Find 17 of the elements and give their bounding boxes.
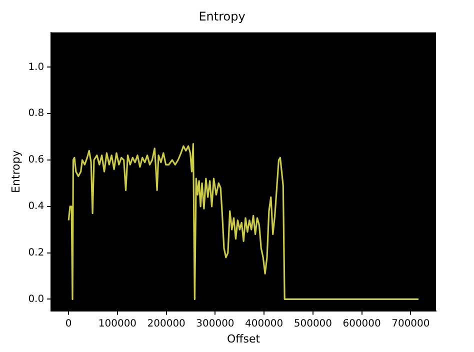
y-tick-label: 0.0 — [28, 294, 44, 305]
x-tick-label: 600000 — [342, 318, 381, 330]
y-tick-label: 0.4 — [28, 200, 44, 212]
y-axis-title: Entropy — [9, 150, 22, 193]
y-tick-label: 1.0 — [28, 62, 44, 73]
y-tick-label: 0.6 — [28, 154, 44, 166]
y-tick-label: 0.2 — [28, 247, 44, 258]
y-tick-label: 0.8 — [28, 108, 44, 120]
x-tick-label: 0 — [65, 318, 72, 330]
x-axis-title: Offset — [227, 332, 261, 346]
x-tick-label: 300000 — [196, 318, 234, 330]
x-tick-label: 200000 — [147, 318, 186, 330]
x-tick-label: 100000 — [98, 318, 137, 330]
x-tick-label: 400000 — [244, 318, 284, 330]
chart-title: Entropy — [198, 9, 246, 24]
x-tick-label: 500000 — [294, 318, 332, 330]
x-tick-label: 700000 — [392, 318, 430, 330]
